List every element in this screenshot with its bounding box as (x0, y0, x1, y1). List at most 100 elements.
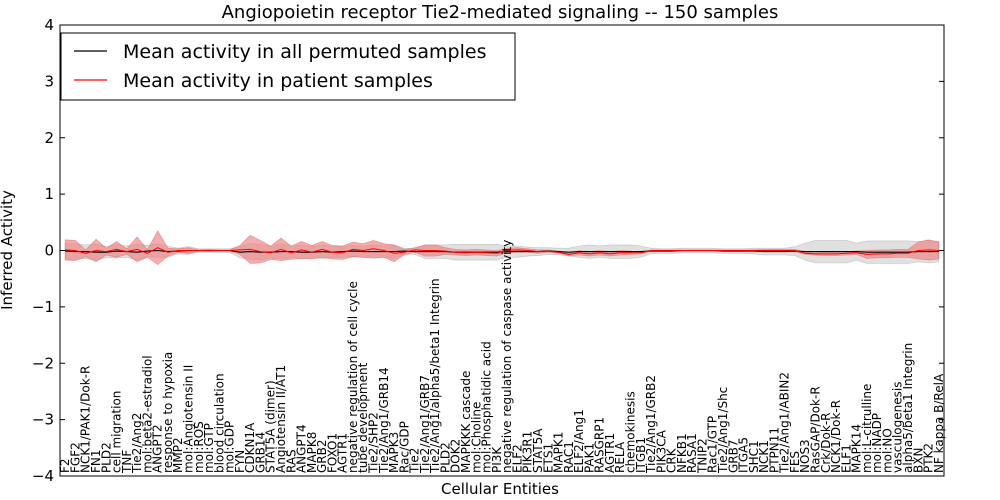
x-tick-label: PLD2 (439, 442, 453, 473)
x-tick-label: NCK1/PAK1/Dok-R (79, 366, 93, 473)
x-tick-label: Tie2/SHP2 (367, 412, 381, 474)
x-tick-label: F2 (58, 458, 72, 473)
x-tick-label: GRB14 (253, 432, 267, 473)
x-tick-label: tube development (356, 362, 370, 473)
x-tick-label: FES (788, 451, 802, 473)
patient-mean-line (65, 247, 939, 255)
legend-label-patient: Mean activity in patient samples (123, 70, 433, 92)
legend-label-permuted: Mean activity in all permuted samples (123, 41, 486, 63)
x-tick-label: FN1 (89, 450, 103, 474)
x-tick-label: AGTR1 (336, 433, 350, 473)
x-tick-label: RasGAP/Dok-R (809, 386, 823, 473)
x-tick-label: alpha5/beta1 Integrin (901, 343, 915, 473)
x-tick-label: RASA1 (685, 433, 699, 473)
x-tick-label: PAK1 (582, 443, 596, 473)
x-tick-label: ELF2/Ang1 (572, 409, 586, 473)
x-tick-label: TNIP2 (695, 438, 709, 474)
x-tick-label: CRK (665, 447, 679, 473)
x-tick-label: Tie2/Ang1/Shc (716, 387, 730, 474)
x-tick-label: chemokinesis (624, 391, 638, 473)
chart-title: Angiopoietin receptor Tie2-mediated sign… (222, 2, 779, 23)
x-tick-label: STAT5A (531, 428, 545, 473)
x-tick-label: mol:Angiotensin II (182, 365, 196, 473)
x-tick-label: MAPK14 (850, 424, 864, 473)
x-tick-label: mol:Choline (469, 402, 483, 473)
x-tick-label: MAPKKK cascade (459, 371, 473, 473)
y-tick-label: −2 (32, 354, 54, 372)
patient-band (64, 230, 940, 265)
y-tick-label: −1 (32, 298, 54, 316)
x-tick-label: FYN (233, 450, 247, 473)
x-axis-label: Cellular Entities (441, 480, 559, 498)
x-tick-label: mol:GDP (223, 421, 237, 473)
x-tick-label: ELF1 (839, 444, 853, 473)
y-tick-label: 4 (44, 16, 54, 34)
x-tick-label: Tie2/Ang1/GRB7 (418, 375, 432, 474)
x-tick-label: PIK3CA (654, 429, 668, 473)
x-tick-label: NF kappa B/RelA (932, 373, 946, 473)
x-tick-label: PLD2 (99, 442, 113, 473)
x-tick-label: MAPK8 (305, 432, 319, 473)
x-tick-label: CDKN1A (243, 422, 257, 473)
x-tick-label: mol:GTP (202, 423, 216, 473)
y-tick-label: 3 (44, 72, 54, 90)
x-tick-label: Crk/Dok-R (819, 412, 833, 473)
x-tick-label: PIK3R1 (521, 431, 535, 473)
x-tick-label: ETS1 (541, 443, 555, 473)
x-tick-label: ITGA5 (737, 437, 751, 473)
x-tick-label: STAT5A (dimer) (264, 380, 278, 473)
x-tick-label: Tie2/Ang1/alpha5/beta1 Integrin (428, 278, 442, 474)
legend: Mean activity in all permuted samples Me… (60, 32, 516, 101)
x-tick-label: response to hypoxia (161, 352, 175, 473)
x-tick-label: BXN (911, 448, 925, 473)
y-tick-label: 1 (44, 185, 54, 203)
plot-frame (59, 24, 945, 477)
x-tick-label: NOS3 (798, 439, 812, 473)
y-tick-label: 2 (44, 129, 54, 147)
legend-box (60, 32, 516, 101)
x-tick-label: ANGPT4 (295, 424, 309, 473)
x-tick-label: DOK2 (449, 439, 463, 473)
x-tick-label: PTK2 (922, 443, 936, 473)
series-lines (65, 247, 939, 255)
x-tick-label: negative regulation of cell cycle (346, 281, 360, 473)
y-tick-label: 0 (44, 242, 54, 260)
x-tick-label: MMP2 (171, 437, 185, 473)
x-tick-label: TNF (120, 450, 134, 474)
x-tick-label: RAS (284, 449, 298, 473)
x-tick-label: NCK1/Dok-R (829, 400, 843, 473)
x-tick-label: cell migration (110, 391, 124, 473)
x-tick-label: mol:Phosphatidic acid (480, 341, 494, 473)
x-tick-label: NFKB1 (675, 433, 689, 473)
x-tick-label: ELF2 (510, 444, 524, 473)
x-tick-label: Rac/GDP (397, 421, 411, 473)
x-tick-label: mol:L-citrulline (860, 384, 874, 473)
y-tick-label: −4 (32, 467, 54, 485)
x-tick-label: SHC1 (747, 440, 761, 473)
y-axis-label: Inferred Activity (0, 190, 16, 310)
x-tick-label: mol:ROS (192, 421, 206, 473)
x-tick-label: GRB2 (315, 439, 329, 473)
x-tick-label: AGTR1 (603, 433, 617, 473)
x-tick-label: mol:NO (881, 428, 895, 473)
x-tick-label: negative regulation of caspase activity (500, 240, 514, 473)
x-tick-label: GRB7 (726, 440, 740, 474)
x-tick-label: Tie2/Ang1/ABIN2 (778, 372, 792, 474)
x-tick-label: ITGB1 (634, 437, 648, 473)
x-tick-label: Tie2 (408, 448, 422, 474)
x-tick-label: PI3K (490, 446, 504, 473)
x-tick-label: vasculogenesis (891, 382, 905, 473)
x-tick-label: mol:NADP (870, 413, 884, 473)
x-tick-label: RELA (613, 441, 627, 473)
x-tick-label: mol:beta2-estradiol (140, 355, 154, 473)
x-tick-label: Tie2/Ang1/GRB2 (644, 375, 658, 474)
y-tick-label: −3 (32, 411, 54, 429)
x-tick-label: NCK1 (757, 440, 771, 473)
x-tick-label: Tie2/Ang1/GRB14 (377, 367, 391, 474)
x-tick-label: Rac1/GTP (706, 416, 720, 473)
x-tick-label: RASGRP1 (593, 417, 607, 473)
x-tick-label: blood circulation (212, 373, 226, 473)
x-tick-label: RAC1 (562, 441, 576, 473)
